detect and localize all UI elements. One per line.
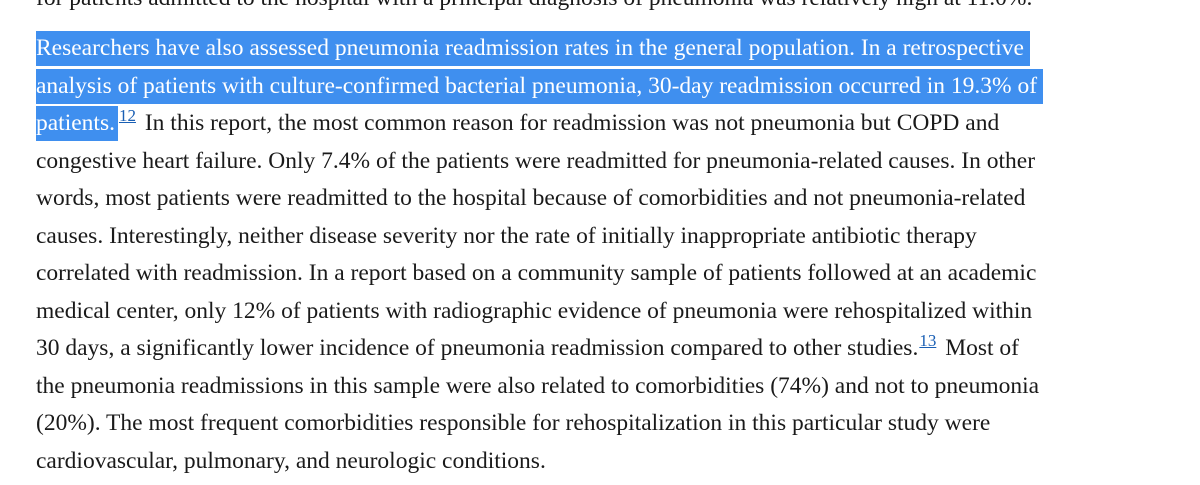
body-text: Most of	[939, 335, 1019, 361]
text-line: medical center, only 12% of patients wit…	[36, 297, 1033, 324]
text-line: the pneumonia readmissions in this sampl…	[36, 372, 1040, 399]
text-line: correlated with readmission. In a report…	[36, 260, 1037, 286]
selected-text[interactable]: Researchers have also assessed pneumonia…	[36, 31, 1030, 66]
text-line: words, most patients were readmitted to …	[36, 185, 1026, 211]
partial-previous-line: for patients admitted to the hospital wi…	[36, 0, 1032, 15]
text-line: congestive heart failure. Only 7.4% of t…	[36, 147, 1036, 174]
text-line: analysis of patients with culture-confir…	[36, 68, 1186, 106]
text-line: patients. 12 In this report, the most com…	[36, 105, 1186, 143]
text-line: 30 days, a significantly lower incidence…	[36, 330, 1186, 368]
text-line: (20%). The most frequent comorbidities r…	[36, 410, 991, 436]
reference-link-13[interactable]: 13	[919, 331, 937, 350]
body-text: In this report, the most common reason f…	[138, 110, 1000, 136]
reference-link-12[interactable]: 12	[118, 106, 136, 125]
text-line: causes. Interestingly, neither disease s…	[36, 222, 977, 249]
selected-text[interactable]: analysis of patients with culture-confir…	[36, 68, 1044, 104]
body-text: 30 days, a significantly lower incidence…	[36, 335, 919, 361]
text-line: Researchers have also assessed pneumonia…	[36, 30, 1186, 68]
readmission-paragraph: Researchers have also assessed pneumonia…	[36, 30, 1186, 480]
text-line: cardiovascular, pulmonary, and neurologi…	[36, 447, 546, 474]
selected-text[interactable]: patients.	[36, 106, 118, 141]
